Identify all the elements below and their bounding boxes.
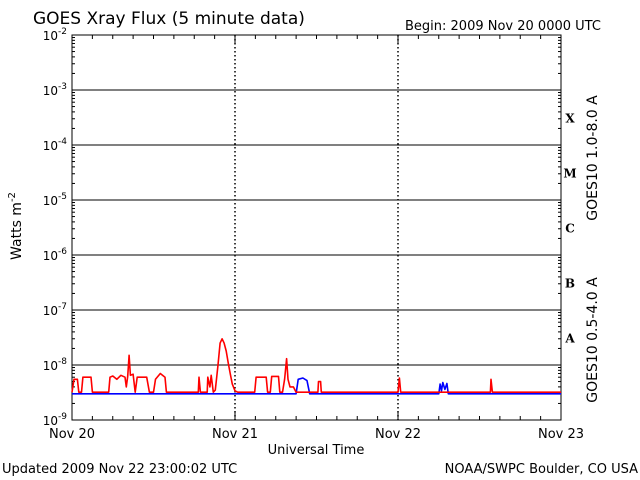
ytick-label-exp: -3 <box>58 82 67 92</box>
ytick-label-exp: -4 <box>58 137 67 147</box>
flare-class-m: M <box>563 167 576 181</box>
ytick-label-exp: -9 <box>58 412 67 422</box>
flare-class-a: A <box>564 332 575 346</box>
ytick-label-base: 10 <box>43 84 58 98</box>
data-source: NOAA/SWPC Boulder, CO USA <box>445 462 638 477</box>
xtick-label-2: Nov 22 <box>375 427 421 442</box>
series-line-0 <box>71 337 561 394</box>
legend-series-short: GOES10 0.5-4.0 A <box>585 277 601 403</box>
ytick-label-7: 10-9 <box>43 412 68 428</box>
x-axis-ticks: Nov 20 Nov 21 Nov 22 Nov 23 <box>49 35 584 442</box>
ytick-label-base: 10 <box>43 359 58 373</box>
ytick-label-exp: -5 <box>58 192 67 202</box>
flare-class-labels: X M C B A <box>563 112 576 346</box>
ytick-label-exp: -7 <box>58 302 67 312</box>
x-axis-label: Universal Time <box>268 443 365 458</box>
updated-timestamp: Updated 2009 Nov 22 23:00:02 UTC <box>2 462 237 477</box>
ytick-label-4: 10-6 <box>43 247 68 263</box>
ytick-label-exp: -8 <box>58 357 67 367</box>
ytick-label-exp: -2 <box>58 27 67 37</box>
ytick-label-base: 10 <box>43 304 58 318</box>
ytick-label-base: 10 <box>43 194 58 208</box>
flare-class-x: X <box>565 112 575 126</box>
y-axis-label: Watts m-2 <box>7 192 25 260</box>
xtick-label-3: Nov 23 <box>538 427 584 442</box>
ytick-label-3: 10-5 <box>43 192 67 208</box>
ytick-label-5: 10-7 <box>43 302 67 318</box>
y-axis-ticks: 10-210-310-410-510-610-710-810-9 <box>43 27 561 428</box>
ytick-label-1: 10-3 <box>43 82 67 98</box>
grid-layer <box>72 35 561 420</box>
flare-class-c: C <box>565 222 575 236</box>
ytick-label-base: 10 <box>43 29 58 43</box>
begin-date: Begin: 2009 Nov 20 0000 UTC <box>405 19 601 34</box>
series-line-1 <box>72 377 561 395</box>
ytick-label-base: 10 <box>43 139 58 153</box>
ytick-label-2: 10-4 <box>43 137 68 153</box>
chart-title: GOES Xray Flux (5 minute data) <box>33 9 305 29</box>
y-axis-label-exp: -2 <box>7 192 18 202</box>
series-layer <box>71 337 561 395</box>
ytick-label-6: 10-8 <box>43 357 68 373</box>
xtick-label-0: Nov 20 <box>49 427 95 442</box>
legend-series-long: GOES10 1.0-8.0 A <box>585 95 601 221</box>
ytick-label-exp: -6 <box>58 247 67 257</box>
flare-class-b: B <box>565 277 575 291</box>
ytick-label-base: 10 <box>43 249 58 263</box>
ytick-label-0: 10-2 <box>43 27 67 43</box>
xtick-label-1: Nov 21 <box>212 427 258 442</box>
ytick-label-base: 10 <box>43 414 58 428</box>
plot-frame <box>71 34 562 421</box>
